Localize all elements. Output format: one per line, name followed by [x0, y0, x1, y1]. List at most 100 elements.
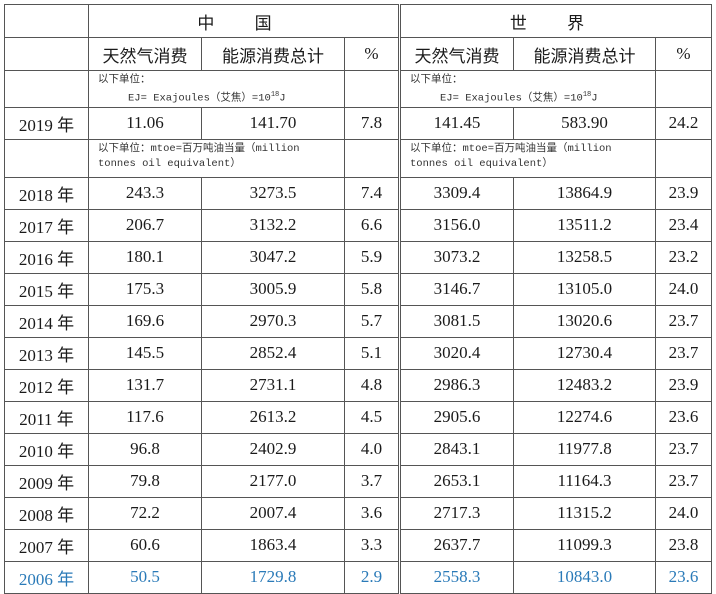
- year-cell: 2017 年: [4, 208, 89, 242]
- year-cell: 2018 年: [4, 176, 89, 210]
- cn-total-cell: 3132.2: [201, 208, 345, 242]
- cn-total-cell: 2177.0: [201, 464, 345, 498]
- cn-total-cell: 3047.2: [201, 240, 345, 274]
- cn-total-cell: 2402.9: [201, 432, 345, 466]
- cn-pct-cell: 3.7: [344, 464, 401, 498]
- year-cell: 2010 年: [4, 432, 89, 466]
- cn-gas-header: 天然气消费: [88, 37, 202, 71]
- cn-pct-header: %: [344, 37, 401, 71]
- w-gas-cell: 3146.7: [399, 272, 514, 306]
- cn-pct-cell: 6.6: [344, 208, 401, 242]
- table-row: 2012 年 131.7 2731.1 4.8 2986.3 12483.2 23.9: [4, 368, 712, 402]
- year-cell: 2016 年: [4, 240, 89, 274]
- note-line: EJ= Exajoules（艾焦）=1018J: [128, 91, 286, 105]
- w-pct-cell: 23.8: [655, 528, 712, 562]
- w-gas-cell: 3073.2: [399, 240, 514, 274]
- note-line: tonnes oil equivalent）: [410, 157, 553, 170]
- w-unit-note: 以下单位：mtoe=百万吨油当量（million tonnes oil equiv…: [399, 138, 656, 178]
- empty-cell: [4, 70, 89, 108]
- cn-total-cell: 2731.1: [201, 368, 345, 402]
- w-gas-cell: 2653.1: [399, 464, 514, 498]
- w-pct-cell: 23.7: [655, 304, 712, 338]
- w-total-cell: 12730.4: [513, 336, 656, 370]
- cn-pct-cell: 7.4: [344, 176, 401, 210]
- w-gas-cell: 3309.4: [399, 176, 514, 210]
- year-cell: 2015 年: [4, 272, 89, 306]
- year-cell: 2019 年: [4, 106, 89, 140]
- cn-total-cell: 2970.3: [201, 304, 345, 338]
- cn-gas-cell: 175.3: [88, 272, 202, 306]
- table-row: 2016 年 180.1 3047.2 5.9 3073.2 13258.5 23.2: [4, 240, 712, 274]
- cn-gas-cell: 169.6: [88, 304, 202, 338]
- empty-cell: [344, 70, 401, 108]
- w-pct-cell: 23.7: [655, 464, 712, 498]
- year-cell: 2012 年: [4, 368, 89, 402]
- w-total-cell: 13864.9: [513, 176, 656, 210]
- w-total-cell: 11099.3: [513, 528, 656, 562]
- note-line: 以下单位：mtoe=百万吨油当量（million: [410, 142, 612, 155]
- w-gas-cell: 2637.7: [399, 528, 514, 562]
- world-header: 世 界: [399, 4, 712, 38]
- unit-note-row-ej: 以下单位： EJ= Exajoules（艾焦）=1018J 以下单位： EJ= Ex…: [4, 70, 712, 108]
- w-pct-cell: 24.2: [655, 106, 712, 140]
- cn-total-header: 能源消费总计: [201, 37, 345, 71]
- column-header-row: 天然气消费 能源消费总计 % 天然气消费 能源消费总计 %: [4, 37, 712, 71]
- cn-unit-note: 以下单位： EJ= Exajoules（艾焦）=1018J: [88, 70, 345, 108]
- unit-note-row-mtoe: 以下单位：mtoe=百万吨油当量（million tonnes oil equiv…: [4, 138, 712, 178]
- w-gas-cell: 3156.0: [399, 208, 514, 242]
- note-line: tonnes oil equivalent）: [98, 157, 241, 170]
- region-header-row: 中 国 世 界: [4, 4, 712, 38]
- cn-pct-cell: 5.7: [344, 304, 401, 338]
- table-row: 2006 年 50.5 1729.8 2.9 2558.3 10843.0 23.6: [4, 560, 712, 594]
- w-total-cell: 13511.2: [513, 208, 656, 242]
- cn-gas-cell: 72.2: [88, 496, 202, 530]
- w-gas-cell: 3081.5: [399, 304, 514, 338]
- year-cell: 2014 年: [4, 304, 89, 338]
- year-cell: 2013 年: [4, 336, 89, 370]
- year-cell: 2006 年: [4, 560, 89, 594]
- cn-gas-cell: 11.06: [88, 106, 202, 140]
- empty-cell: [4, 138, 89, 178]
- china-header: 中 国: [88, 4, 401, 38]
- w-gas-cell: 2717.3: [399, 496, 514, 530]
- w-pct-cell: 24.0: [655, 272, 712, 306]
- empty-cell: [344, 138, 401, 178]
- cn-gas-cell: 79.8: [88, 464, 202, 498]
- cn-pct-cell: 3.3: [344, 528, 401, 562]
- w-total-cell: 13258.5: [513, 240, 656, 274]
- cn-gas-cell: 50.5: [88, 560, 202, 594]
- year-cell: 2008 年: [4, 496, 89, 530]
- table-row: 2014 年 169.6 2970.3 5.7 3081.5 13020.6 23.7: [4, 304, 712, 338]
- w-pct-cell: 23.7: [655, 432, 712, 466]
- cn-pct-cell: 5.9: [344, 240, 401, 274]
- empty-cell: [4, 4, 89, 38]
- w-gas-cell: 2905.6: [399, 400, 514, 434]
- cn-gas-cell: 180.1: [88, 240, 202, 274]
- w-gas-header: 天然气消费: [399, 37, 514, 71]
- table-row: 2008 年 72.2 2007.4 3.6 2717.3 11315.2 24.0: [4, 496, 712, 530]
- w-gas-cell: 141.45: [399, 106, 514, 140]
- cn-gas-cell: 131.7: [88, 368, 202, 402]
- cn-gas-cell: 243.3: [88, 176, 202, 210]
- cn-total-cell: 2613.2: [201, 400, 345, 434]
- note-line: 以下单位：: [98, 74, 151, 86]
- cn-unit-note: 以下单位：mtoe=百万吨油当量（million tonnes oil equiv…: [88, 138, 345, 178]
- cn-gas-cell: 145.5: [88, 336, 202, 370]
- w-unit-note: 以下单位： EJ= Exajoules（艾焦）=1018J: [399, 70, 656, 108]
- w-gas-cell: 2843.1: [399, 432, 514, 466]
- w-total-cell: 13105.0: [513, 272, 656, 306]
- cn-gas-cell: 117.6: [88, 400, 202, 434]
- w-total-cell: 11315.2: [513, 496, 656, 530]
- cn-pct-cell: 7.8: [344, 106, 401, 140]
- cn-pct-cell: 5.1: [344, 336, 401, 370]
- w-total-cell: 12483.2: [513, 368, 656, 402]
- w-total-cell: 13020.6: [513, 304, 656, 338]
- w-gas-cell: 2986.3: [399, 368, 514, 402]
- cn-gas-cell: 96.8: [88, 432, 202, 466]
- table-row: 2009 年 79.8 2177.0 3.7 2653.1 11164.3 23.7: [4, 464, 712, 498]
- note-line: 以下单位：: [410, 74, 463, 86]
- w-pct-cell: 23.6: [655, 400, 712, 434]
- cn-total-cell: 3273.5: [201, 176, 345, 210]
- year-cell: 2009 年: [4, 464, 89, 498]
- cn-total-cell: 1729.8: [201, 560, 345, 594]
